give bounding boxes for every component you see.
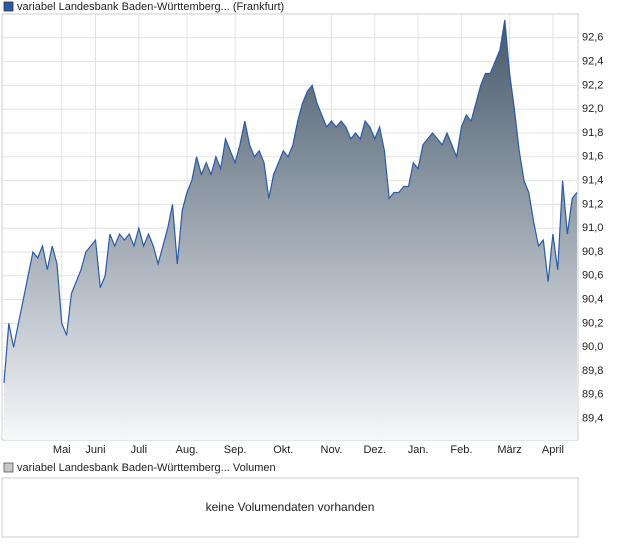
y-tick-label: 91,2 (582, 198, 603, 210)
y-tick-label: 92,0 (582, 103, 603, 115)
x-tick-label: März (497, 444, 521, 456)
x-tick-label: Juni (85, 444, 105, 456)
area (4, 19, 577, 441)
x-tick-label: Okt. (273, 444, 293, 456)
y-tick-label: 89,6 (582, 389, 603, 401)
x-tick-label: Jan. (408, 444, 429, 456)
y-tick-label: 91,0 (582, 222, 603, 234)
y-tick-label: 89,4 (582, 412, 603, 424)
y-tick-label: 91,4 (582, 174, 603, 186)
y-tick-label: 90,2 (582, 317, 603, 329)
y-tick-label: 91,8 (582, 127, 603, 139)
volume-message: keine Volumendaten vorhanden (206, 500, 375, 514)
x-tick-label: Nov. (321, 444, 343, 456)
y-tick-label: 92,6 (582, 32, 603, 44)
line (3, 19, 578, 383)
legend-label: variabel Landesbank Baden-Württemberg...… (17, 1, 284, 13)
x-tick-label: Dez. (363, 444, 386, 456)
volume-legend-swatch (3, 462, 14, 473)
y-tick-label: 92,4 (582, 56, 603, 68)
x-tick-label: Juli (131, 444, 148, 456)
volume-frame (1, 477, 579, 538)
x-tick-label: Mai (53, 444, 71, 456)
y-tick-label: 90,6 (582, 270, 603, 282)
x-tick-label: April (542, 444, 564, 456)
y-tick-label: 90,0 (582, 341, 603, 353)
y-tick-label: 90,4 (582, 293, 603, 305)
y-tick-label: 91,6 (582, 151, 603, 163)
x-tick-label: Aug. (176, 444, 199, 456)
x-tick-label: Sep. (224, 444, 247, 456)
volume-legend-label: variabel Landesbank Baden-Württemberg...… (17, 462, 276, 474)
y-tick-label: 90,8 (582, 246, 603, 258)
y-tick-label: 89,8 (582, 365, 603, 377)
x-tick-label: Feb. (450, 444, 472, 456)
legend-swatch (3, 1, 14, 12)
y-tick-label: 92,2 (582, 79, 603, 91)
